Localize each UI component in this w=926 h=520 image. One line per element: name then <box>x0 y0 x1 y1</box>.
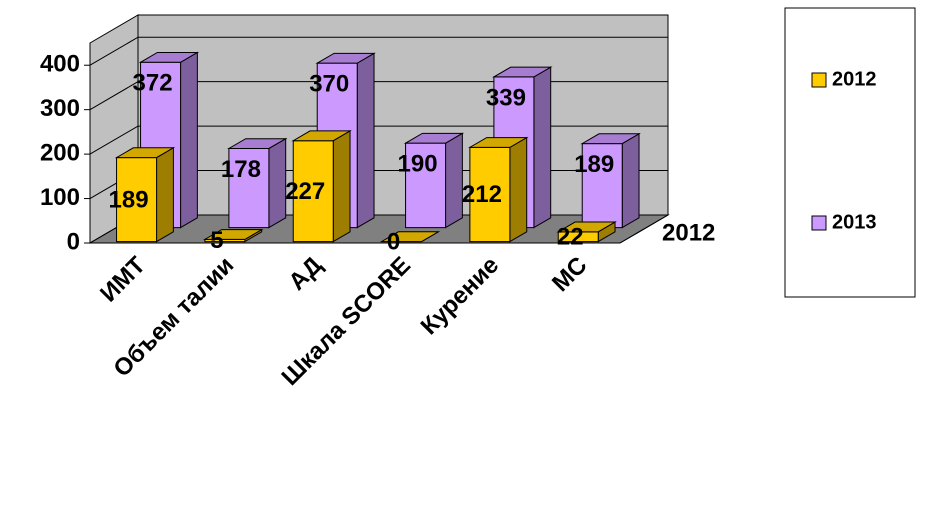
y-tick-label: 300 <box>40 95 80 122</box>
legend-swatch <box>811 215 827 231</box>
value-label: 212 <box>462 181 502 208</box>
legend-box <box>784 7 916 298</box>
bar-side <box>445 132 463 229</box>
value-label: 22 <box>557 223 584 250</box>
bar-side <box>533 66 552 229</box>
legend-label: 2013 <box>832 211 877 233</box>
y-tick-label: 400 <box>40 51 80 78</box>
bar-top <box>492 66 553 78</box>
value-label: 227 <box>285 178 325 205</box>
bar-top <box>379 231 441 243</box>
value-label: 370 <box>309 70 349 97</box>
bar-top <box>114 147 176 159</box>
value-label: 5 <box>210 227 223 254</box>
value-label: 0 <box>387 228 400 255</box>
bar-side <box>332 130 351 243</box>
bar-side <box>509 136 528 243</box>
bar-top <box>403 132 465 144</box>
y-tick-label: 0 <box>67 228 80 255</box>
value-label: 189 <box>574 151 614 178</box>
bar-side <box>621 132 640 229</box>
x-tick-label: АД <box>283 252 327 296</box>
x-tick-label: МС <box>547 252 592 297</box>
y-tick-label: 100 <box>40 184 80 211</box>
y-tick-label: 200 <box>40 139 80 166</box>
bar-top <box>468 137 529 148</box>
x-tick-label: ИМТ <box>95 251 151 307</box>
value-label: 372 <box>133 70 173 97</box>
grid-line <box>89 125 668 155</box>
value-label: 178 <box>221 156 261 183</box>
bar-side <box>180 51 198 229</box>
bar-top <box>315 52 376 64</box>
value-label: 339 <box>486 84 526 111</box>
bar-top <box>580 133 641 145</box>
bar-side <box>156 146 174 243</box>
bar-side <box>268 137 287 229</box>
grid-line <box>89 36 668 66</box>
legend-swatch <box>811 72 827 88</box>
x-tick-label: Курение <box>416 252 505 341</box>
bar-side <box>356 52 375 229</box>
legend-label: 2012 <box>832 68 877 90</box>
value-label: 190 <box>398 150 438 177</box>
bar-top <box>138 51 200 63</box>
depth-axis <box>619 214 669 244</box>
value-label: 189 <box>109 186 149 213</box>
grid-line <box>89 81 668 111</box>
bar-top <box>291 130 352 142</box>
bar-top <box>556 221 617 233</box>
depth-label: 2012 <box>662 219 715 246</box>
bar-top <box>227 138 288 149</box>
bar-top <box>203 229 264 240</box>
